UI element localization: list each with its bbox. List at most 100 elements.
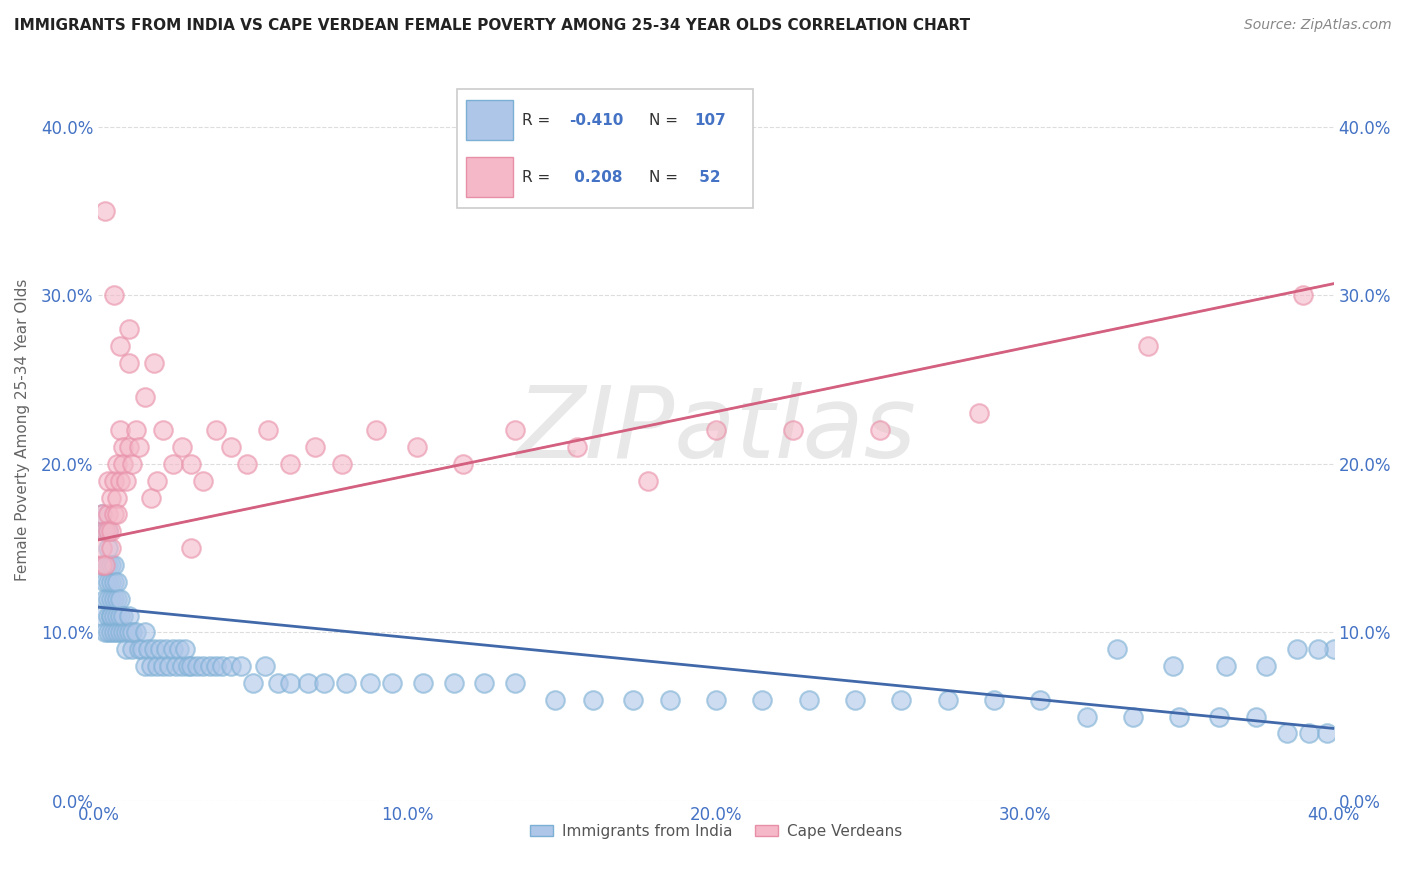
Point [167, 642, 190, 657]
Point [177, 659, 200, 673]
Point [180, 541, 202, 556]
Point [90, 508, 112, 522]
Point [108, 339, 131, 353]
Point [297, 676, 319, 690]
Point [359, 676, 381, 690]
Point [149, 642, 172, 657]
Point [278, 676, 301, 690]
Point [1137, 339, 1160, 353]
Point [103, 591, 125, 606]
Point [1285, 642, 1308, 657]
Point [100, 541, 122, 556]
Point [1246, 709, 1268, 723]
Text: IMMIGRANTS FROM INDIA VS CAPE VERDEAN FEMALE POVERTY AMONG 25-34 YEAR OLDS CORRE: IMMIGRANTS FROM INDIA VS CAPE VERDEAN FE… [14, 18, 970, 33]
Point [118, 625, 141, 640]
Y-axis label: Female Poverty Among 25-34 Year Olds: Female Poverty Among 25-34 Year Olds [15, 279, 30, 582]
Point [93, 574, 115, 589]
Point [100, 591, 122, 606]
Point [443, 676, 465, 690]
Point [105, 608, 128, 623]
Point [257, 423, 280, 437]
Point [143, 356, 166, 370]
Point [186, 659, 208, 673]
Point [97, 524, 120, 539]
Point [278, 457, 301, 471]
Point [97, 608, 120, 623]
Point [1208, 709, 1230, 723]
Point [1029, 693, 1052, 707]
Point [93, 524, 115, 539]
Point [103, 474, 125, 488]
Point [751, 693, 773, 707]
Point [97, 541, 120, 556]
Point [412, 676, 434, 690]
Point [103, 558, 125, 572]
Point [134, 390, 156, 404]
Point [983, 693, 1005, 707]
Point [105, 457, 128, 471]
Legend: Immigrants from India, Cape Verdeans: Immigrants from India, Cape Verdeans [523, 818, 908, 845]
Point [100, 608, 122, 623]
Point [451, 457, 474, 471]
Point [193, 474, 215, 488]
Point [505, 423, 527, 437]
Point [90, 558, 112, 572]
Point [124, 625, 146, 640]
Point [115, 474, 138, 488]
Point [121, 642, 143, 657]
Point [152, 423, 174, 437]
Point [304, 440, 326, 454]
Point [103, 288, 125, 302]
Point [118, 608, 141, 623]
Point [108, 591, 131, 606]
Point [1107, 642, 1129, 657]
Point [335, 676, 357, 690]
Point [90, 541, 112, 556]
Point [844, 693, 866, 707]
Point [254, 659, 277, 673]
Point [121, 457, 143, 471]
Point [1323, 642, 1346, 657]
Point [1298, 726, 1320, 740]
Point [105, 574, 128, 589]
Point [159, 659, 181, 673]
Point [105, 508, 128, 522]
Point [366, 423, 388, 437]
Point [146, 474, 169, 488]
Point [1122, 709, 1144, 723]
Point [105, 625, 128, 640]
Point [1292, 288, 1315, 302]
Point [93, 558, 115, 572]
Point [544, 693, 567, 707]
Point [105, 491, 128, 505]
Point [890, 693, 912, 707]
Point [219, 440, 242, 454]
Point [967, 406, 990, 420]
Point [1277, 726, 1299, 740]
Point [108, 625, 131, 640]
Text: ZIPatlas: ZIPatlas [516, 382, 915, 479]
Point [704, 693, 727, 707]
Point [782, 423, 804, 437]
Point [97, 558, 120, 572]
Point [134, 625, 156, 640]
Point [131, 642, 153, 657]
Point [115, 625, 138, 640]
Point [90, 508, 112, 522]
Point [381, 676, 404, 690]
Point [115, 642, 138, 657]
Point [1254, 659, 1277, 673]
Point [332, 457, 354, 471]
Point [170, 440, 193, 454]
Point [869, 423, 891, 437]
Point [170, 659, 193, 673]
Point [193, 659, 215, 673]
Point [134, 659, 156, 673]
Point [97, 574, 120, 589]
Point [165, 659, 187, 673]
Point [90, 608, 112, 623]
Point [474, 676, 496, 690]
Point [219, 659, 242, 673]
Point [204, 423, 226, 437]
Point [93, 591, 115, 606]
